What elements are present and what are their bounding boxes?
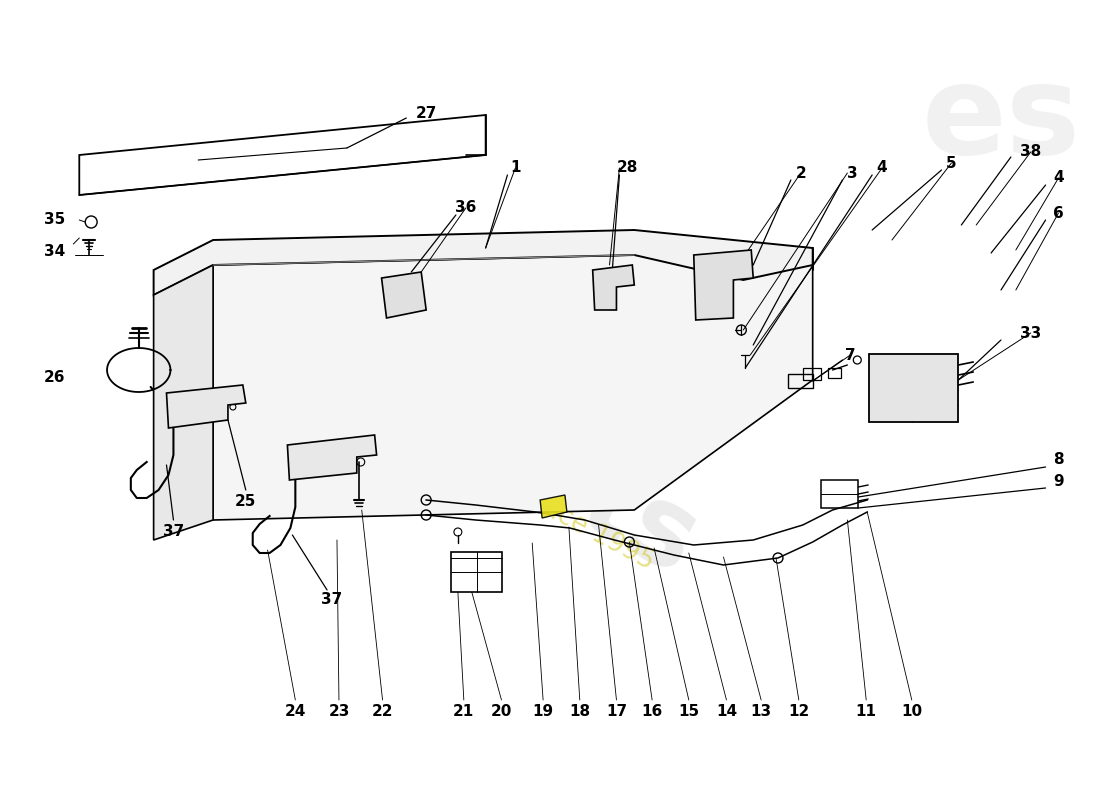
Text: 28: 28 (617, 161, 638, 175)
Text: 16: 16 (641, 705, 663, 719)
Text: 8: 8 (1053, 453, 1064, 467)
Text: 11: 11 (856, 705, 877, 719)
Text: es: es (922, 59, 1080, 181)
Text: 35: 35 (44, 213, 65, 227)
Text: 14: 14 (716, 705, 737, 719)
Text: 34: 34 (44, 245, 65, 259)
Text: 3: 3 (847, 166, 858, 181)
Polygon shape (166, 385, 245, 428)
Text: a passion for parts since 1995: a passion for parts since 1995 (294, 365, 658, 575)
Text: 4: 4 (877, 161, 888, 175)
Text: euroParts: euroParts (138, 223, 715, 597)
Polygon shape (540, 495, 566, 518)
Text: 24: 24 (285, 705, 306, 719)
Text: 25: 25 (235, 494, 256, 510)
Text: 36: 36 (455, 201, 476, 215)
Text: 21: 21 (453, 705, 474, 719)
Polygon shape (154, 230, 813, 295)
Bar (451, 552, 503, 592)
Polygon shape (694, 250, 754, 320)
Polygon shape (593, 265, 635, 310)
Text: 27: 27 (416, 106, 437, 121)
Text: 38: 38 (1020, 145, 1042, 159)
Text: 12: 12 (789, 705, 810, 719)
Text: 23: 23 (328, 705, 350, 719)
Text: 26: 26 (44, 370, 65, 386)
Text: 20: 20 (491, 705, 513, 719)
Text: 5: 5 (946, 155, 957, 170)
Text: 19: 19 (532, 705, 553, 719)
Polygon shape (287, 435, 376, 480)
Bar (803, 368, 821, 380)
Text: 10: 10 (901, 705, 923, 719)
Text: 22: 22 (372, 705, 394, 719)
Circle shape (396, 293, 410, 307)
Text: 15: 15 (679, 705, 700, 719)
Text: 13: 13 (750, 705, 772, 719)
Bar (788, 374, 813, 388)
Text: 18: 18 (569, 705, 591, 719)
Text: 6: 6 (1053, 206, 1064, 221)
Text: 37: 37 (163, 525, 184, 539)
Text: 17: 17 (606, 705, 627, 719)
Text: 7: 7 (845, 347, 856, 362)
Text: 37: 37 (321, 593, 342, 607)
Bar (827, 368, 842, 378)
Text: 33: 33 (1020, 326, 1042, 341)
Text: 2: 2 (795, 166, 806, 181)
Polygon shape (154, 265, 213, 540)
Polygon shape (213, 255, 813, 520)
Text: 1: 1 (510, 161, 520, 175)
Bar (821, 480, 858, 508)
Text: 9: 9 (1053, 474, 1064, 489)
Text: 4: 4 (1053, 170, 1064, 186)
Polygon shape (382, 272, 426, 318)
FancyBboxPatch shape (869, 354, 958, 422)
